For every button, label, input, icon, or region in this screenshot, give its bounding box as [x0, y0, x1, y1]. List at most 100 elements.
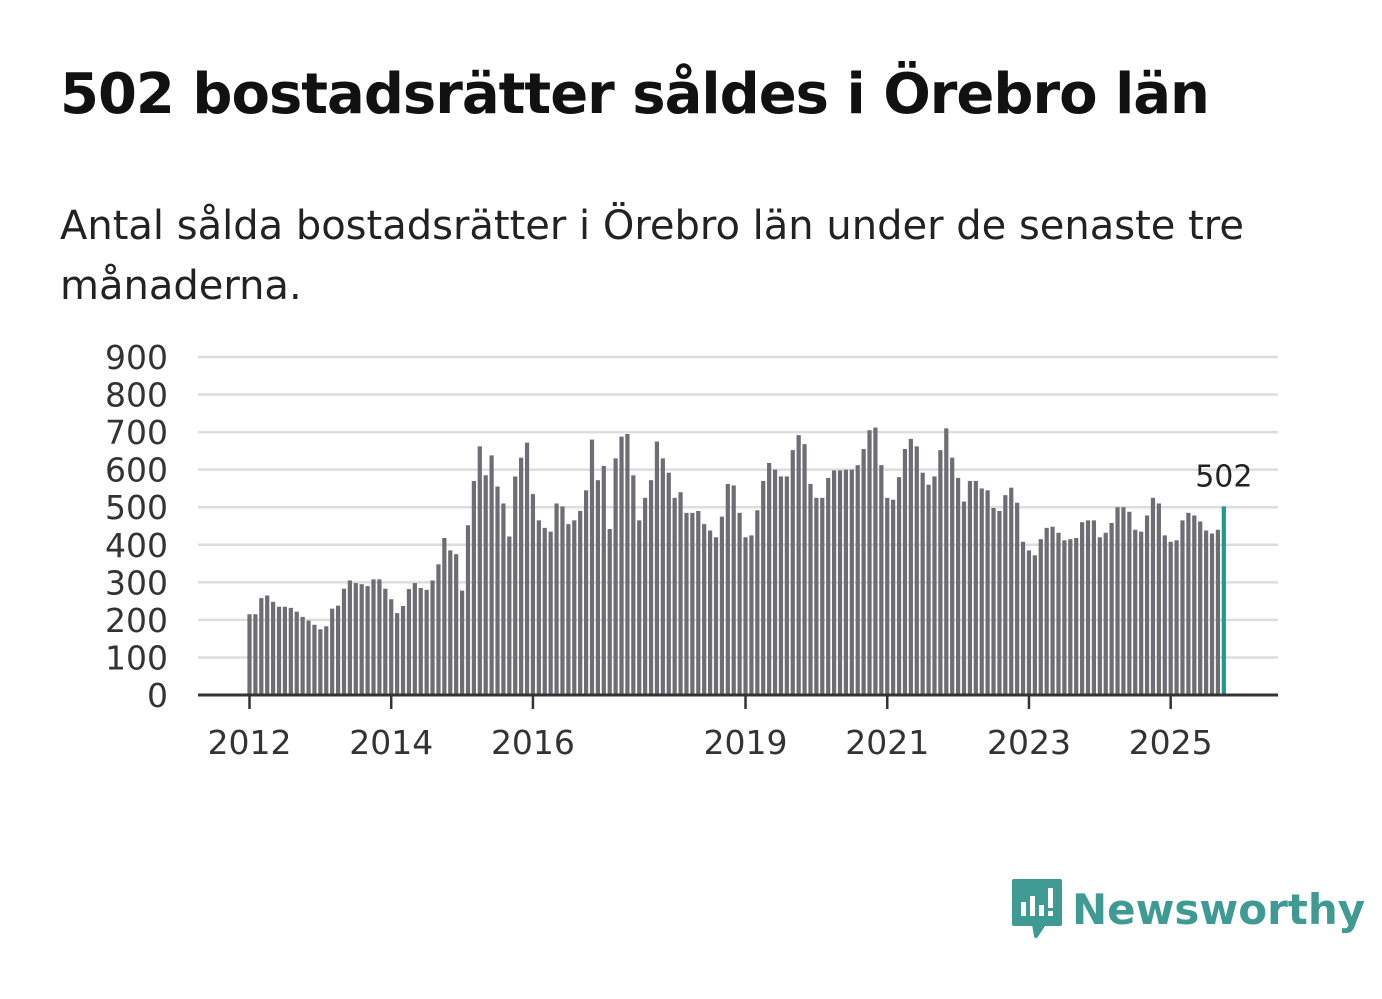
bar [761, 480, 766, 695]
bar [578, 510, 583, 695]
bar [412, 583, 417, 695]
bar [1215, 529, 1221, 695]
bar [702, 524, 707, 695]
bar [926, 484, 931, 695]
bar [607, 529, 612, 695]
bar [784, 476, 789, 695]
newsworthy-logo-text: Newsworthy [1072, 884, 1366, 934]
y-tick-label: 0 [147, 676, 168, 715]
bar [1139, 531, 1144, 695]
x-tick-label: 2023 [987, 723, 1071, 762]
x-tick-label: 2016 [491, 723, 575, 762]
bar [282, 606, 288, 695]
y-tick-label: 400 [105, 526, 168, 565]
bar [1209, 533, 1215, 695]
bar [1044, 527, 1049, 695]
bar [247, 614, 252, 695]
bar [796, 435, 801, 695]
bar [1162, 535, 1167, 695]
bar [495, 486, 500, 695]
bar [442, 538, 447, 695]
bar [560, 506, 565, 695]
bar [424, 589, 429, 695]
latest-value-label: 502 [1195, 459, 1252, 494]
bar [1015, 502, 1020, 695]
bar [1186, 512, 1191, 695]
x-tick-label: 2021 [845, 723, 929, 762]
bar [489, 455, 494, 695]
bar [554, 503, 559, 695]
bar [1168, 541, 1173, 695]
bar [306, 620, 311, 695]
bar [507, 536, 512, 695]
bar [997, 510, 1002, 695]
bar [377, 579, 382, 695]
bar [335, 605, 341, 695]
bar [1198, 521, 1203, 695]
bar [772, 469, 778, 695]
bar [548, 531, 553, 695]
bar [961, 501, 967, 695]
bar [837, 470, 843, 695]
bar [595, 480, 600, 695]
bar [950, 457, 955, 695]
bar [891, 499, 896, 695]
bar [802, 444, 807, 695]
bar [1062, 540, 1067, 695]
bar [1115, 507, 1120, 695]
bar [341, 588, 347, 695]
bar [589, 439, 595, 695]
bar [1133, 529, 1138, 695]
bar [1109, 523, 1114, 695]
bar [1121, 507, 1126, 695]
bar [501, 503, 506, 695]
bar [400, 605, 406, 695]
y-tick-label: 800 [105, 376, 168, 415]
bar [979, 488, 984, 695]
bar [471, 480, 476, 695]
bar [1009, 487, 1014, 695]
chart-title: 502 bostadsrätter såldes i Örebro län [60, 62, 1210, 127]
bar [1204, 530, 1209, 695]
bar [371, 579, 376, 695]
bar [459, 590, 465, 695]
bar [660, 458, 665, 695]
bar [666, 472, 671, 695]
x-tick-label: 2012 [208, 723, 292, 762]
bar [1056, 532, 1061, 695]
bar [271, 601, 276, 695]
bar [973, 480, 978, 695]
bar-latest [1221, 506, 1226, 695]
bar [383, 588, 388, 695]
bar [985, 490, 990, 695]
newsworthy-logo-icon [1012, 879, 1062, 938]
bar [1144, 515, 1150, 695]
bar [879, 465, 884, 695]
bar [312, 624, 317, 695]
bar [843, 469, 848, 695]
bar [1038, 539, 1043, 695]
bar [672, 497, 677, 695]
bar [465, 525, 471, 695]
bar [737, 512, 742, 695]
bar [932, 476, 937, 695]
bar [1026, 550, 1032, 695]
chart-subtitle: Antal sålda bostadsrätter i Örebro län u… [60, 203, 1244, 309]
bar [389, 599, 394, 695]
bar [690, 512, 695, 695]
bar [743, 537, 748, 695]
bar [1091, 520, 1097, 695]
bar [814, 497, 819, 695]
bar [719, 516, 724, 695]
bar [619, 436, 624, 695]
bar [430, 580, 435, 695]
bar [808, 483, 813, 695]
bar [1050, 526, 1055, 695]
bar [572, 520, 577, 695]
bar [902, 449, 908, 695]
bar [1150, 497, 1156, 695]
bar [330, 608, 335, 695]
bar [896, 477, 902, 695]
bar [448, 550, 453, 695]
